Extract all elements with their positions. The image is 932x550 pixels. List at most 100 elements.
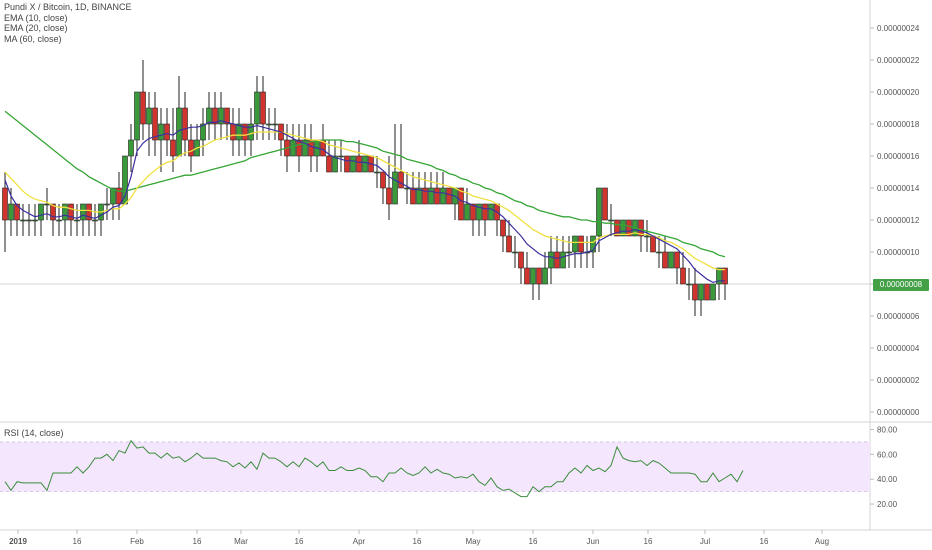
time-tick-label: 16 (760, 537, 769, 546)
candle-body (470, 203, 476, 221)
time-tick-label: Apr (353, 537, 366, 546)
candle-body (68, 203, 74, 221)
candle-body (404, 187, 410, 190)
candle-body (212, 107, 218, 125)
candle-body (602, 187, 608, 221)
price-tick-label: 0.00000004 (877, 344, 920, 353)
candle-body (536, 267, 542, 285)
candle-body (428, 187, 434, 205)
candle-body (44, 203, 50, 206)
candle-body (380, 171, 386, 189)
price-tick-label: 0.00000020 (877, 88, 920, 97)
candle-body (356, 155, 362, 173)
price-tick-label: 0.00000000 (877, 408, 920, 417)
candle-body (332, 155, 338, 173)
rsi-tick-label: 60.00 (877, 450, 898, 459)
candle-body (86, 203, 92, 221)
candle-body (188, 139, 194, 157)
candle-body (20, 219, 26, 222)
candle-body (14, 203, 20, 221)
chart-title: Pundi X / Bitcoin, 1D, BINANCE (4, 2, 132, 12)
candle-body (272, 123, 278, 126)
candle-body (164, 123, 170, 141)
candle-body (512, 251, 518, 254)
candle-body (662, 251, 668, 269)
candle-body (116, 187, 122, 205)
candle-body (386, 187, 392, 205)
candle-body (644, 235, 650, 238)
legend-ma-60: MA (60, close) (4, 33, 62, 44)
candle-body (488, 203, 494, 221)
candle-body (692, 283, 698, 301)
price-tick-label: 0.00000012 (877, 216, 920, 225)
candle-body (500, 219, 506, 237)
candle-body (74, 219, 80, 222)
candle-body (290, 139, 296, 157)
legend-ema-10: EMA (10, close) (4, 12, 68, 23)
rsi-band (0, 441, 870, 492)
time-tick-label: Feb (130, 537, 144, 546)
candle-body (590, 235, 596, 253)
candle-body (620, 219, 626, 237)
last-price-tag: 0.00000008 (873, 279, 929, 291)
ema20-line (4, 131, 725, 271)
time-tick-label: 16 (644, 537, 653, 546)
candle-body (608, 219, 614, 222)
candle-body (146, 107, 152, 125)
candle-body (134, 91, 140, 141)
candle-body (530, 267, 536, 285)
candle-body (626, 219, 632, 237)
candle-body (446, 187, 452, 205)
candle-body (482, 203, 488, 221)
candle-body (542, 267, 548, 285)
candle-body (32, 219, 38, 222)
candle-body (344, 155, 350, 173)
time-tick-label: 16 (193, 537, 202, 546)
rsi-tick-label: 20.00 (877, 500, 898, 509)
candle-body (710, 283, 716, 301)
candle-body (578, 235, 584, 253)
candle-body (140, 91, 146, 125)
ma60-line (4, 110, 726, 258)
candle-body (614, 219, 620, 237)
candle-body (254, 91, 260, 125)
candle-body (410, 187, 416, 205)
time-tick-label: Aug (815, 537, 829, 546)
candle-body (218, 107, 224, 125)
candle-body (248, 123, 254, 141)
time-tick-label: 2019 (9, 537, 27, 546)
candle-body (698, 283, 704, 301)
candle-body (458, 187, 464, 221)
candle-body (422, 187, 428, 205)
candle-body (350, 155, 356, 173)
price-tick-label: 0.00000016 (877, 152, 920, 161)
candle-body (572, 235, 578, 253)
candle-body (686, 283, 692, 286)
candle-body (722, 267, 728, 285)
time-tick-label: Jul (700, 537, 710, 546)
candle-body (80, 203, 86, 221)
time-tick-label: Mar (234, 537, 248, 546)
candle-body (524, 267, 530, 285)
candle-body (242, 123, 248, 141)
candle-body (704, 283, 710, 301)
price-tick-label: 0.00000002 (877, 376, 920, 385)
price-tick-label: 0.00000024 (877, 24, 920, 33)
candle-body (506, 235, 512, 253)
rsi-line (4, 439, 744, 498)
candle-body (650, 235, 656, 253)
candle-body (26, 219, 32, 222)
price-tick-label: 0.00000010 (877, 248, 920, 257)
candle-body (92, 219, 98, 222)
time-tick-label: 16 (413, 537, 422, 546)
candle-body (200, 123, 206, 141)
ema10-line (4, 120, 725, 284)
candle-body (440, 187, 446, 205)
candle-body (152, 107, 158, 141)
candle-body (362, 155, 368, 173)
candle-body (326, 155, 332, 173)
candle-body (416, 187, 422, 205)
candle-body (548, 251, 554, 269)
price-tick-label: 0.00000022 (877, 56, 920, 65)
